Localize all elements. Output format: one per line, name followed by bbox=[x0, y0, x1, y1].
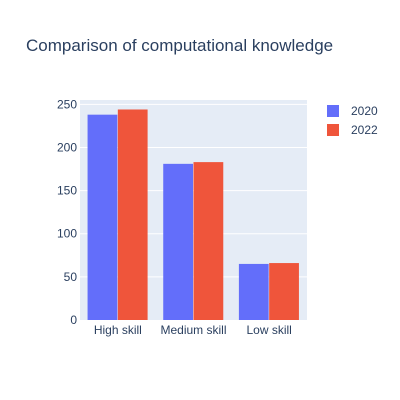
y-tick-label: 50 bbox=[64, 270, 78, 284]
x-tick-label: High skill bbox=[94, 323, 142, 337]
legend-item-2020[interactable]: 2020 bbox=[327, 104, 378, 118]
bar-2020-high-skill[interactable] bbox=[87, 114, 118, 321]
legend-swatch bbox=[327, 124, 339, 136]
chart-title: Comparison of computational knowledge bbox=[26, 36, 333, 55]
bar-2022-low-skill[interactable] bbox=[269, 263, 299, 320]
bar-2022-medium-skill[interactable] bbox=[193, 162, 224, 320]
legend-label: 2020 bbox=[351, 104, 378, 118]
legend-item-2022[interactable]: 2022 bbox=[327, 123, 378, 137]
legend-label: 2022 bbox=[351, 123, 378, 137]
legend-swatch bbox=[327, 105, 339, 117]
y-tick-label: 250 bbox=[57, 97, 77, 111]
x-axis-ticks: High skill Medium skill Low skill bbox=[94, 323, 292, 337]
x-tick-label: Low skill bbox=[246, 323, 291, 337]
bar-2022-high-skill[interactable] bbox=[117, 109, 148, 320]
y-tick-label: 200 bbox=[57, 140, 77, 154]
y-tick-label: 100 bbox=[57, 227, 77, 241]
y-tick-label: 0 bbox=[70, 313, 77, 327]
x-tick-label: Medium skill bbox=[160, 323, 226, 337]
y-axis-ticks: 0 50 100 150 200 250 bbox=[57, 97, 77, 327]
y-tick-label: 150 bbox=[57, 184, 77, 198]
bars bbox=[87, 109, 299, 321]
bar-2020-low-skill[interactable] bbox=[238, 263, 269, 320]
bar-2020-medium-skill[interactable] bbox=[163, 163, 193, 320]
legend[interactable]: 2020 2022 bbox=[327, 104, 378, 137]
